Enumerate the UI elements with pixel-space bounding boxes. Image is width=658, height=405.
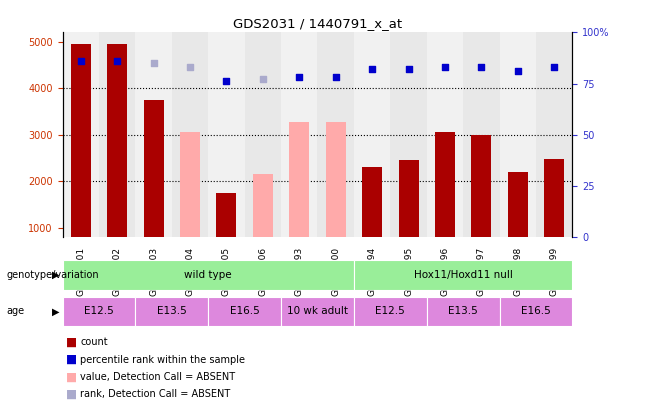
Bar xyxy=(63,297,136,326)
Point xyxy=(257,76,268,83)
Text: percentile rank within the sample: percentile rank within the sample xyxy=(80,355,245,364)
Bar xyxy=(362,167,382,274)
Text: ■: ■ xyxy=(66,371,77,384)
Point xyxy=(403,66,414,72)
Text: genotype/variation: genotype/variation xyxy=(7,270,99,280)
Text: wild type: wild type xyxy=(184,270,232,280)
Bar xyxy=(63,32,99,237)
Bar xyxy=(290,122,309,274)
Bar xyxy=(208,297,281,326)
Text: ▶: ▶ xyxy=(52,307,59,316)
Bar xyxy=(354,32,390,237)
Point xyxy=(513,68,523,75)
Point xyxy=(549,64,559,70)
Bar xyxy=(136,32,172,237)
Bar xyxy=(354,260,572,290)
Bar xyxy=(499,32,536,237)
Text: E16.5: E16.5 xyxy=(521,307,551,316)
Text: age: age xyxy=(7,307,25,316)
Bar xyxy=(208,32,245,237)
Bar xyxy=(99,32,136,237)
Bar xyxy=(70,44,91,274)
Text: ■: ■ xyxy=(66,353,77,366)
Bar xyxy=(435,132,455,274)
Text: ■: ■ xyxy=(66,336,77,349)
Text: Hox11/Hoxd11 null: Hox11/Hoxd11 null xyxy=(414,270,513,280)
Bar xyxy=(318,32,354,237)
Text: E12.5: E12.5 xyxy=(84,307,114,316)
Bar xyxy=(499,297,572,326)
Bar xyxy=(354,297,427,326)
Point xyxy=(112,58,122,64)
Point xyxy=(294,74,305,81)
Point xyxy=(148,60,159,66)
Text: ■: ■ xyxy=(66,388,77,401)
Bar xyxy=(281,297,354,326)
Bar xyxy=(463,32,499,237)
Bar xyxy=(136,297,208,326)
Bar xyxy=(281,32,318,237)
Bar xyxy=(427,32,463,237)
Bar xyxy=(471,134,492,274)
Point xyxy=(76,58,86,64)
Text: count: count xyxy=(80,337,108,347)
Bar xyxy=(180,132,200,274)
Bar xyxy=(326,122,345,274)
Bar xyxy=(544,159,565,274)
Bar xyxy=(390,32,427,237)
Text: E13.5: E13.5 xyxy=(448,307,478,316)
Text: ▶: ▶ xyxy=(52,270,59,280)
Bar xyxy=(508,172,528,274)
Bar xyxy=(427,297,499,326)
Text: 10 wk adult: 10 wk adult xyxy=(287,307,348,316)
Bar xyxy=(536,32,572,237)
Text: E12.5: E12.5 xyxy=(376,307,405,316)
Bar xyxy=(143,100,164,274)
Bar xyxy=(399,160,418,274)
Text: value, Detection Call = ABSENT: value, Detection Call = ABSENT xyxy=(80,372,236,382)
Bar xyxy=(216,193,236,274)
Point xyxy=(221,78,232,85)
Point xyxy=(185,64,195,70)
Bar xyxy=(63,260,354,290)
Text: rank, Detection Call = ABSENT: rank, Detection Call = ABSENT xyxy=(80,390,230,399)
Point xyxy=(330,74,341,81)
Point xyxy=(367,66,378,72)
Text: E13.5: E13.5 xyxy=(157,307,187,316)
Bar xyxy=(107,44,127,274)
Point xyxy=(440,64,450,70)
Title: GDS2031 / 1440791_x_at: GDS2031 / 1440791_x_at xyxy=(233,17,402,30)
Bar xyxy=(245,32,281,237)
Text: E16.5: E16.5 xyxy=(230,307,259,316)
Bar xyxy=(172,32,208,237)
Point xyxy=(476,64,487,70)
Bar xyxy=(253,174,273,274)
